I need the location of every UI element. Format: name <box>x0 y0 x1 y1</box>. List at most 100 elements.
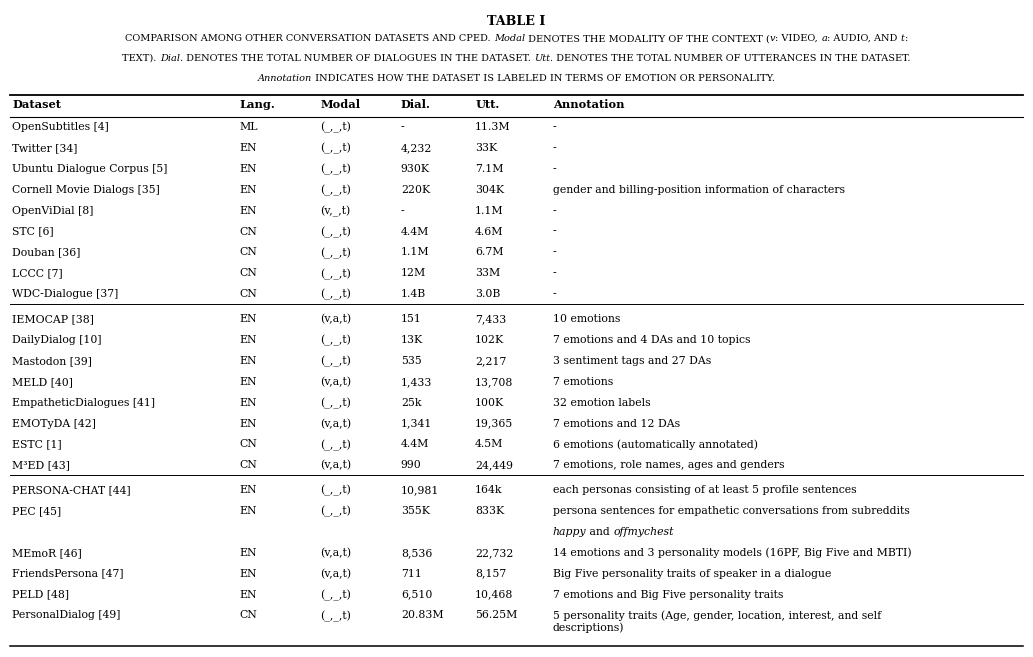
Text: t: t <box>901 34 905 43</box>
Text: CN: CN <box>240 248 257 258</box>
Text: (_,_,t): (_,_,t) <box>320 143 351 154</box>
Text: 2,217: 2,217 <box>475 356 506 366</box>
Text: Modal: Modal <box>320 99 361 110</box>
Text: -: - <box>553 164 557 174</box>
Text: -: - <box>553 248 557 258</box>
Text: CN: CN <box>240 610 257 620</box>
Text: 1,341: 1,341 <box>401 419 432 428</box>
Text: 24,449: 24,449 <box>475 461 513 470</box>
Text: 20.83M: 20.83M <box>401 610 443 620</box>
Text: (_,_,t): (_,_,t) <box>320 185 351 196</box>
Text: MEmoR [46]: MEmoR [46] <box>12 548 83 558</box>
Text: EN: EN <box>240 589 257 600</box>
Text: Twitter [34]: Twitter [34] <box>12 143 77 153</box>
Text: (_,_,t): (_,_,t) <box>320 335 351 346</box>
Text: offmychest: offmychest <box>614 527 674 537</box>
Text: : AUDIO, AND: : AUDIO, AND <box>827 34 901 43</box>
Text: EN: EN <box>240 548 257 558</box>
Text: 6.7M: 6.7M <box>475 248 504 258</box>
Text: EN: EN <box>240 314 257 324</box>
Text: Douban [36]: Douban [36] <box>12 248 81 258</box>
Text: 1.1M: 1.1M <box>401 248 430 258</box>
Text: CN: CN <box>240 440 257 449</box>
Text: 930K: 930K <box>401 164 430 174</box>
Text: EmpatheticDialogues [41]: EmpatheticDialogues [41] <box>12 397 155 407</box>
Text: (v,_,t): (v,_,t) <box>320 206 350 217</box>
Text: OpenViDial [8]: OpenViDial [8] <box>12 206 94 215</box>
Text: DENOTES THE TOTAL NUMBER OF DIALOGUES IN THE DATASET.: DENOTES THE TOTAL NUMBER OF DIALOGUES IN… <box>183 54 534 63</box>
Text: 151: 151 <box>401 314 421 324</box>
Text: v: v <box>770 34 776 43</box>
Text: (v,a,t): (v,a,t) <box>320 461 351 470</box>
Text: 4.4M: 4.4M <box>401 227 429 237</box>
Text: EN: EN <box>240 569 257 579</box>
Text: 3 sentiment tags and 27 DAs: 3 sentiment tags and 27 DAs <box>553 356 711 366</box>
Text: -: - <box>553 268 557 279</box>
Text: CN: CN <box>240 227 257 237</box>
Text: Big Five personality traits of speaker in a dialogue: Big Five personality traits of speaker i… <box>553 569 831 579</box>
Text: happy: happy <box>553 527 587 537</box>
Text: TABLE I: TABLE I <box>488 15 545 28</box>
Text: -: - <box>553 289 557 299</box>
Text: 19,365: 19,365 <box>475 419 513 428</box>
Text: 1.1M: 1.1M <box>475 206 504 215</box>
Text: PEC [45]: PEC [45] <box>12 506 62 516</box>
Text: 220K: 220K <box>401 185 430 194</box>
Text: (v,a,t): (v,a,t) <box>320 569 351 579</box>
Text: 12M: 12M <box>401 268 426 279</box>
Text: (_,_,t): (_,_,t) <box>320 610 351 622</box>
Text: 13K: 13K <box>401 335 424 345</box>
Text: 5 personality traits (Age, gender, location, interest, and self
descriptions): 5 personality traits (Age, gender, locat… <box>553 610 881 633</box>
Text: 22,732: 22,732 <box>475 548 513 558</box>
Text: EN: EN <box>240 143 257 153</box>
Text: 11.3M: 11.3M <box>475 122 510 132</box>
Text: EMOTyDA [42]: EMOTyDA [42] <box>12 419 96 428</box>
Text: DENOTES THE TOTAL NUMBER OF UTTERANCES IN THE DATASET.: DENOTES THE TOTAL NUMBER OF UTTERANCES I… <box>553 54 911 63</box>
Text: Ubuntu Dialogue Corpus [5]: Ubuntu Dialogue Corpus [5] <box>12 164 167 174</box>
Text: 990: 990 <box>401 461 421 470</box>
Text: each personas consisting of at least 5 profile sentences: each personas consisting of at least 5 p… <box>553 485 856 495</box>
Text: Dial.: Dial. <box>401 99 431 110</box>
Text: (_,_,t): (_,_,t) <box>320 589 351 601</box>
Text: Utt.: Utt. <box>475 99 499 110</box>
Text: (_,_,t): (_,_,t) <box>320 485 351 497</box>
Text: 10,468: 10,468 <box>475 589 513 600</box>
Text: and: and <box>587 527 614 537</box>
Text: EN: EN <box>240 485 257 495</box>
Text: PERSONA-CHAT [44]: PERSONA-CHAT [44] <box>12 485 131 495</box>
Text: 7,433: 7,433 <box>475 314 506 324</box>
Text: -: - <box>553 122 557 132</box>
Text: LCCC [7]: LCCC [7] <box>12 268 63 279</box>
Text: 1,433: 1,433 <box>401 376 432 387</box>
Text: 7 emotions: 7 emotions <box>553 376 613 387</box>
Text: (_,_,t): (_,_,t) <box>320 227 351 238</box>
Text: STC [6]: STC [6] <box>12 227 54 237</box>
Text: DailyDialog [10]: DailyDialog [10] <box>12 335 102 345</box>
Text: 100K: 100K <box>475 397 504 407</box>
Text: TEXT).: TEXT). <box>122 54 160 63</box>
Text: (_,_,t): (_,_,t) <box>320 268 351 280</box>
Text: -: - <box>401 122 405 132</box>
Text: EN: EN <box>240 206 257 215</box>
Text: (_,_,t): (_,_,t) <box>320 164 351 175</box>
Text: MELD [40]: MELD [40] <box>12 376 73 387</box>
Text: Utt.: Utt. <box>534 54 553 63</box>
Text: 304K: 304K <box>475 185 504 194</box>
Text: -: - <box>553 143 557 153</box>
Text: 4.4M: 4.4M <box>401 440 429 449</box>
Text: 10,981: 10,981 <box>401 485 439 495</box>
Text: 13,708: 13,708 <box>475 376 513 387</box>
Text: a: a <box>821 34 827 43</box>
Text: -: - <box>401 206 405 215</box>
Text: PersonalDialog [49]: PersonalDialog [49] <box>12 610 121 620</box>
Text: : VIDEO,: : VIDEO, <box>776 34 821 43</box>
Text: (v,a,t): (v,a,t) <box>320 548 351 558</box>
Text: 33M: 33M <box>475 268 500 279</box>
Text: persona sentences for empathetic conversations from subreddits: persona sentences for empathetic convers… <box>553 506 909 516</box>
Text: ML: ML <box>240 122 258 132</box>
Text: CN: CN <box>240 268 257 279</box>
Text: 164k: 164k <box>475 485 503 495</box>
Text: 4,232: 4,232 <box>401 143 432 153</box>
Text: (_,_,t): (_,_,t) <box>320 248 351 259</box>
Text: EN: EN <box>240 376 257 387</box>
